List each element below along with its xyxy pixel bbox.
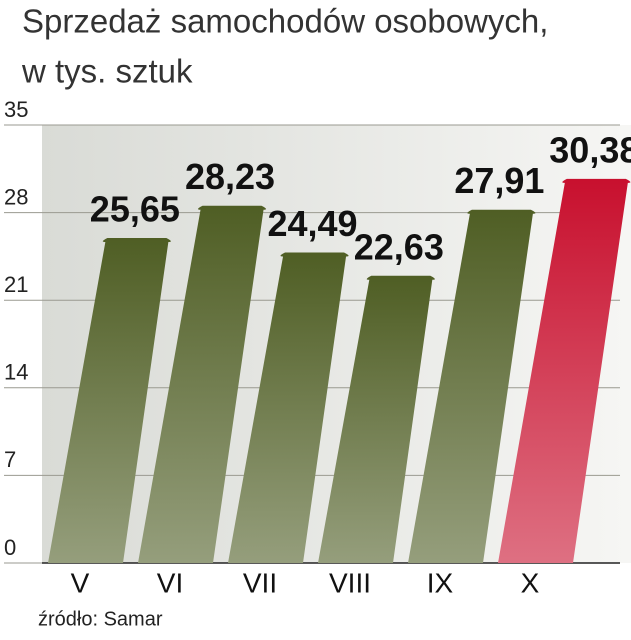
y-tick-label: 35: [4, 97, 28, 122]
value-label: 27,91: [454, 160, 544, 201]
value-label: 24,49: [267, 203, 357, 244]
bar: [408, 209, 536, 563]
y-tick-label: 21: [4, 272, 28, 297]
x-tick-label: VII: [243, 567, 277, 598]
bar: [48, 238, 171, 563]
source: źródło: Samar: [38, 608, 163, 630]
bar: [138, 205, 267, 563]
chart-title: Sprzedaż samochodów osobowych,: [22, 3, 548, 40]
x-tick-label: X: [521, 567, 540, 598]
x-tick-label: VI: [157, 567, 183, 598]
bar: [228, 252, 349, 563]
x-tick-label: VIII: [329, 567, 371, 598]
y-tick-label: 7: [4, 447, 16, 472]
y-tick-label: 14: [4, 360, 28, 385]
chart-subtitle: w tys. sztuk: [21, 53, 193, 90]
value-label: 22,63: [354, 226, 444, 267]
x-tick-label: V: [71, 567, 90, 598]
bar: [498, 178, 631, 564]
x-tick-label: IX: [427, 567, 454, 598]
bar: [318, 275, 435, 563]
value-label: 30,38: [549, 129, 631, 170]
y-tick-label: 0: [4, 535, 16, 560]
y-tick-label: 28: [4, 184, 28, 209]
value-label: 28,23: [185, 156, 275, 197]
value-label: 25,65: [90, 189, 180, 230]
